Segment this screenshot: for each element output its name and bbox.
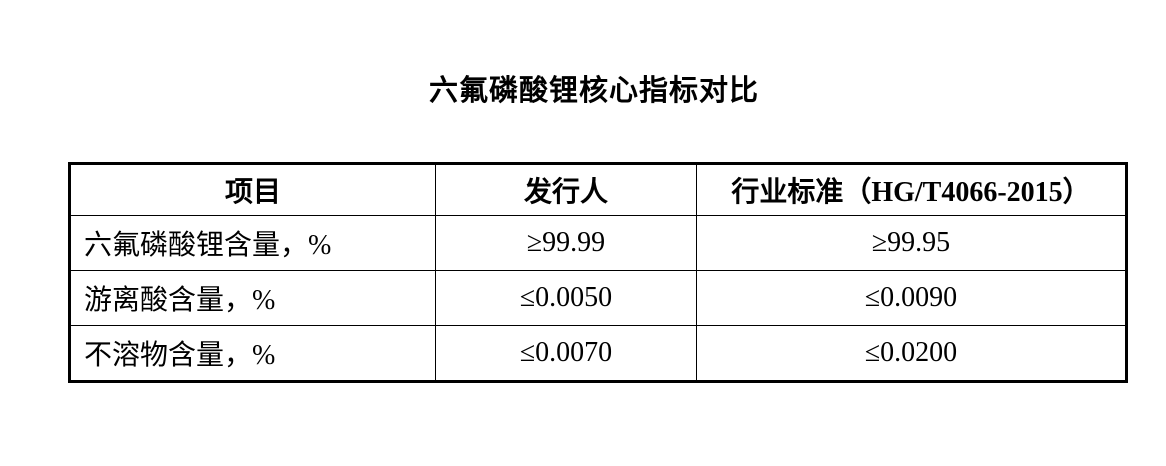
issuer-value-cell: ≤0.0050 [435,270,697,326]
document-page: 六氟磷酸锂核心指标对比 项目 发行人 行业标准（HG/T4066-2015） 六… [68,75,1128,383]
table-header-row: 项目 发行人 行业标准（HG/T4066-2015） [69,163,1127,216]
row-label: 不溶物含量，% [69,325,436,382]
row-label: 六氟磷酸锂含量，% [69,215,436,271]
standard-value-cell: ≤0.0090 [696,270,1127,326]
standard-value-cell: ≥99.95 [696,215,1127,271]
header-issuer: 发行人 [435,163,697,216]
table-row: 不溶物含量，% ≤0.0070 ≤0.0200 [69,325,1127,382]
header-item: 项目 [69,163,436,216]
page-title: 六氟磷酸锂核心指标对比 [428,75,759,107]
table-row: 游离酸含量，% ≤0.0050 ≤0.0090 [69,270,1127,326]
comparison-table: 项目 发行人 行业标准（HG/T4066-2015） 六氟磷酸锂含量，% ≥99… [68,162,1128,383]
issuer-value-cell: ≥99.99 [435,215,697,271]
header-industry-standard: 行业标准（HG/T4066-2015） [696,163,1127,216]
issuer-value-cell: ≤0.0070 [435,325,697,382]
standard-value-cell: ≤0.0200 [696,325,1127,382]
table-row: 六氟磷酸锂含量，% ≥99.99 ≥99.95 [69,215,1127,271]
row-label: 游离酸含量，% [69,270,436,326]
